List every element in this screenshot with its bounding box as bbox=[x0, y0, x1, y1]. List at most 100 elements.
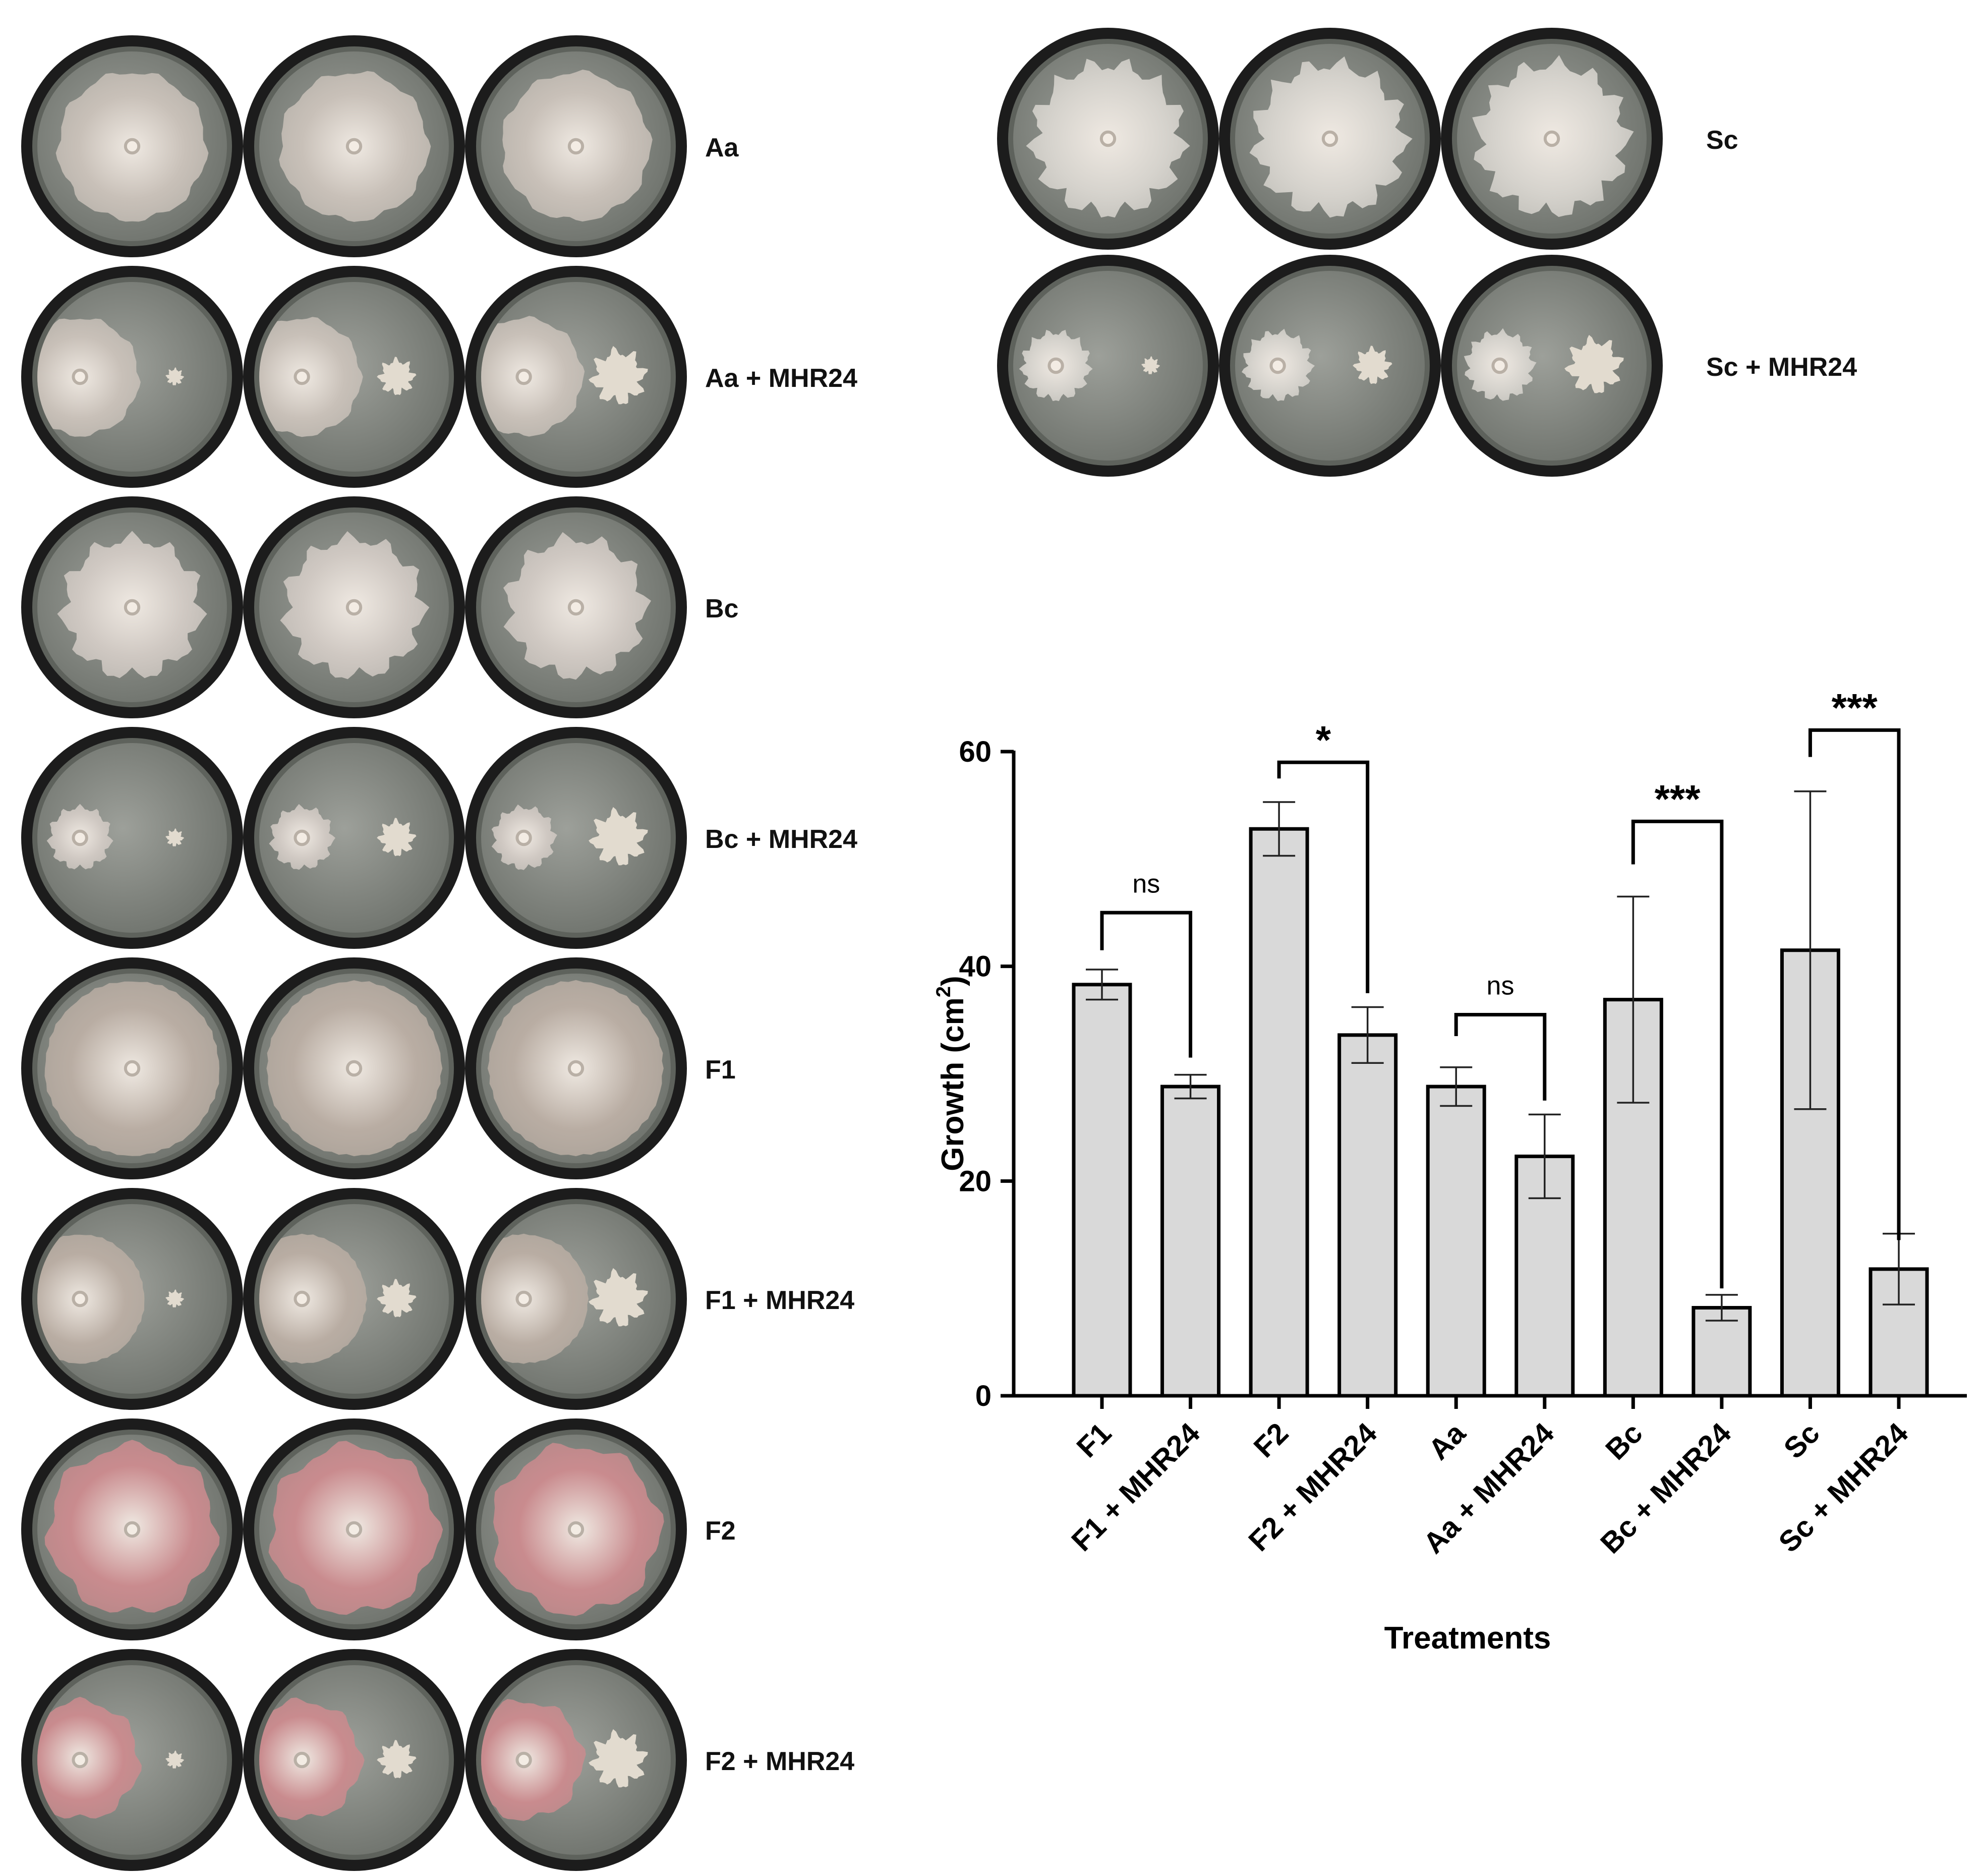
inoculum-plug bbox=[345, 1521, 363, 1538]
petri-dish bbox=[465, 496, 687, 718]
inoculum-plug bbox=[515, 829, 532, 846]
petri-dish bbox=[997, 28, 1219, 250]
bacterial-colony bbox=[589, 1729, 648, 1788]
inoculum-plug bbox=[567, 599, 585, 616]
plate-row-label: F2 + MHR24 bbox=[705, 1747, 854, 1776]
bacterial-colony bbox=[589, 1268, 648, 1327]
bacterial-colony bbox=[377, 818, 417, 857]
bar-f2-mhr24 bbox=[1337, 1033, 1398, 1398]
significance-label: * bbox=[1316, 717, 1331, 762]
y-tick-label: 0 bbox=[975, 1380, 992, 1412]
bacterial-colony bbox=[589, 346, 648, 405]
bacterial-colony bbox=[377, 357, 417, 395]
bacterial-colony bbox=[377, 1279, 417, 1318]
inoculum-plug bbox=[345, 599, 363, 616]
petri-dish bbox=[465, 727, 687, 949]
petri-dish bbox=[243, 957, 465, 1179]
inoculum-plug bbox=[1269, 357, 1286, 374]
petri-dish bbox=[243, 266, 465, 488]
plate-row-label: Bc + MHR24 bbox=[705, 825, 857, 854]
significance-label: ns bbox=[1487, 971, 1514, 1000]
petri-dish bbox=[465, 1418, 687, 1640]
bacterial-colony bbox=[1564, 334, 1624, 393]
petri-dish bbox=[21, 1649, 243, 1871]
petri-dish bbox=[465, 1188, 687, 1410]
petri-dish bbox=[243, 35, 465, 257]
agar-surface bbox=[1235, 271, 1425, 461]
inoculum-plug bbox=[294, 1290, 310, 1307]
inoculum-plug bbox=[124, 138, 141, 155]
petri-dish bbox=[21, 727, 243, 949]
petri-dish bbox=[21, 1188, 243, 1410]
y-tick-label: 20 bbox=[959, 1165, 992, 1198]
agar-surface bbox=[259, 743, 449, 933]
inoculum-plug bbox=[515, 1751, 532, 1769]
inoculum-plug bbox=[72, 829, 88, 846]
inoculum-plug bbox=[567, 1521, 585, 1538]
significance-label: *** bbox=[1832, 685, 1878, 729]
x-tick-label: Bc bbox=[1599, 1416, 1649, 1466]
significance-label: ns bbox=[1132, 869, 1160, 898]
y-axis-label-unit-exponent: 2 bbox=[932, 986, 955, 997]
petri-dish bbox=[465, 35, 687, 257]
plate-row-label: Aa bbox=[705, 133, 739, 162]
inoculum-plug bbox=[515, 1290, 532, 1307]
bar-f1 bbox=[1072, 983, 1132, 1398]
petri-dish bbox=[21, 496, 243, 718]
bacterial-colony bbox=[377, 1740, 417, 1779]
inoculum-plug bbox=[515, 368, 532, 385]
bar-bc-mhr24 bbox=[1692, 1305, 1752, 1398]
inoculum-plug bbox=[567, 1060, 585, 1077]
inoculum-plug bbox=[1047, 357, 1064, 374]
petri-dish bbox=[243, 1188, 465, 1410]
inoculum-plug bbox=[294, 368, 310, 385]
inoculum-plug bbox=[1491, 357, 1508, 374]
petri-dish bbox=[243, 1418, 465, 1640]
inoculum-plug bbox=[72, 1290, 88, 1307]
inoculum-plug bbox=[1099, 130, 1117, 147]
petri-dish bbox=[465, 1649, 687, 1871]
plate-row-label: F2 bbox=[705, 1516, 736, 1546]
plate-row-label: Sc bbox=[1706, 126, 1738, 155]
petri-dish bbox=[243, 496, 465, 718]
x-tick-label: F1 bbox=[1070, 1416, 1118, 1464]
petri-dish bbox=[21, 35, 243, 257]
bacterial-colony bbox=[1353, 346, 1392, 384]
petri-dish bbox=[1219, 28, 1441, 250]
agar-surface bbox=[37, 743, 227, 933]
y-axis-label-text: Growth (cm bbox=[936, 997, 970, 1171]
inoculum-plug bbox=[294, 829, 310, 846]
inoculum-plug bbox=[72, 368, 88, 385]
significance-bracket bbox=[1277, 760, 1370, 993]
petri-dish bbox=[1219, 255, 1441, 477]
bar-f1-mhr24 bbox=[1160, 1085, 1221, 1398]
petri-dish bbox=[21, 957, 243, 1179]
agar-surface bbox=[1013, 271, 1203, 461]
inoculum-plug bbox=[345, 1060, 363, 1077]
inoculum-plug bbox=[124, 599, 141, 616]
petri-dish bbox=[21, 1418, 243, 1640]
petri-dish bbox=[243, 1649, 465, 1871]
petri-dish bbox=[21, 266, 243, 488]
x-tick-label: Aa bbox=[1422, 1416, 1472, 1466]
petri-dish bbox=[1441, 28, 1663, 250]
x-axis-label: Treatments bbox=[1384, 1621, 1551, 1656]
y-tick-label: 60 bbox=[959, 735, 992, 768]
bacterial-colony bbox=[165, 367, 185, 385]
petri-dish bbox=[243, 727, 465, 949]
bar-f2 bbox=[1249, 827, 1309, 1398]
significance-bracket bbox=[1631, 819, 1724, 1289]
inoculum-plug bbox=[124, 1521, 141, 1538]
x-tick-label: Sc bbox=[1778, 1416, 1826, 1465]
x-tick-label: F2 bbox=[1247, 1416, 1295, 1464]
agar-surface bbox=[1457, 271, 1647, 461]
inoculum-plug bbox=[1543, 130, 1560, 147]
inoculum-plug bbox=[1321, 130, 1338, 147]
inoculum-plug bbox=[567, 138, 585, 155]
inoculum-plug bbox=[345, 138, 363, 155]
petri-dish bbox=[1441, 255, 1663, 477]
significance-label: *** bbox=[1655, 776, 1701, 821]
bar-aa bbox=[1426, 1085, 1486, 1398]
bacterial-colony bbox=[589, 807, 648, 866]
